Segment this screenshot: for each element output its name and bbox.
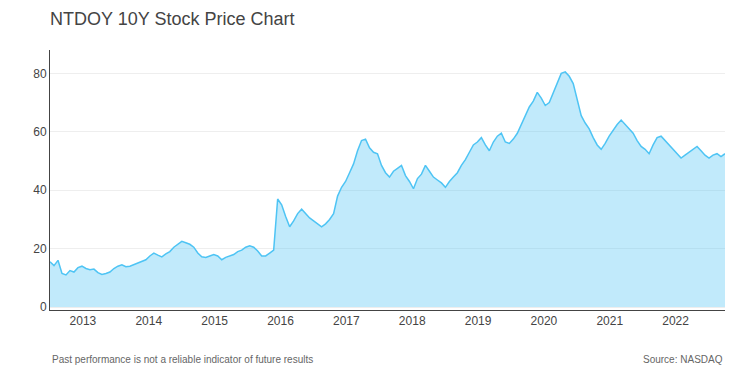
svg-text:NTDOY 10Y Stock Price Chart: NTDOY 10Y Stock Price Chart xyxy=(50,9,294,29)
svg-text:2014: 2014 xyxy=(135,314,162,328)
svg-text:2018: 2018 xyxy=(399,314,426,328)
svg-text:40: 40 xyxy=(33,183,47,197)
svg-text:2019: 2019 xyxy=(465,314,492,328)
svg-text:2017: 2017 xyxy=(333,314,360,328)
svg-text:Past performance is not a reli: Past performance is not a reliable indic… xyxy=(52,354,313,365)
svg-text:2013: 2013 xyxy=(70,314,97,328)
svg-text:2022: 2022 xyxy=(662,314,689,328)
svg-text:20: 20 xyxy=(33,242,47,256)
svg-text:Source: NASDAQ: Source: NASDAQ xyxy=(643,354,723,365)
svg-text:0: 0 xyxy=(40,300,47,314)
svg-text:2015: 2015 xyxy=(201,314,228,328)
svg-text:2020: 2020 xyxy=(531,314,558,328)
svg-text:80: 80 xyxy=(33,67,47,81)
svg-text:60: 60 xyxy=(33,125,47,139)
svg-text:2021: 2021 xyxy=(596,314,623,328)
svg-text:2016: 2016 xyxy=(267,314,294,328)
